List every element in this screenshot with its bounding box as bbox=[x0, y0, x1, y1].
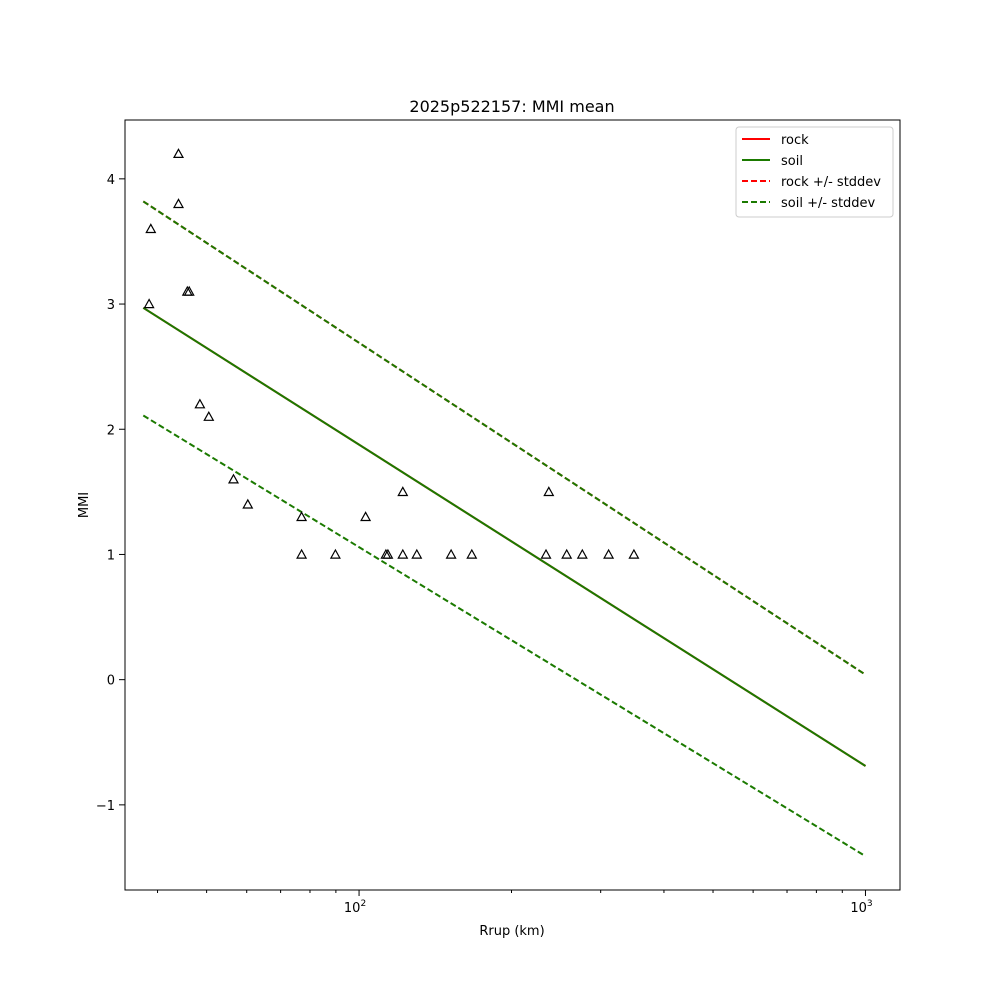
observation-point bbox=[203, 410, 215, 421]
observation-point bbox=[360, 511, 372, 522]
observation-point bbox=[397, 486, 409, 497]
observation-point bbox=[143, 298, 155, 309]
observation-point bbox=[445, 548, 457, 559]
observation-point bbox=[543, 486, 555, 497]
observation-point bbox=[172, 198, 185, 209]
observation-point bbox=[329, 548, 341, 559]
legend-frame bbox=[735, 126, 894, 218]
series-line-4 bbox=[142, 414, 867, 858]
x-axis-label: Rrup (km) bbox=[479, 924, 544, 939]
observation-point bbox=[466, 548, 478, 559]
y-tick-label: −1 bbox=[96, 799, 115, 814]
observation-point bbox=[296, 511, 308, 522]
y-tick-label: 0 bbox=[107, 674, 115, 689]
observation-point bbox=[172, 148, 185, 158]
observation-point bbox=[628, 548, 640, 559]
chart-title: 2025p522157: MMI mean bbox=[409, 97, 614, 116]
observation-point bbox=[540, 548, 552, 559]
observation-point bbox=[242, 498, 254, 509]
series-line-3 bbox=[142, 200, 867, 676]
x-tick-label: 102 bbox=[344, 899, 366, 916]
observation-point bbox=[296, 548, 308, 559]
observation-point bbox=[411, 548, 423, 559]
observation-point bbox=[145, 223, 157, 234]
observation-point bbox=[603, 548, 615, 559]
axes-frame bbox=[124, 119, 901, 891]
observation-point bbox=[194, 398, 206, 409]
y-tick-label: 2 bbox=[107, 423, 115, 438]
x-tick-label: 103 bbox=[850, 899, 872, 916]
legend-label: rock +/- stddev bbox=[781, 175, 881, 190]
y-tick-label: 4 bbox=[107, 173, 115, 188]
y-axis: −1 0 1 2 3 4 bbox=[96, 173, 125, 814]
y-axis-label: MMI bbox=[77, 492, 92, 518]
observation-point bbox=[576, 548, 588, 559]
observation-point bbox=[397, 548, 409, 559]
observation-point bbox=[183, 285, 195, 296]
plot-area bbox=[142, 148, 867, 858]
y-tick-label: 1 bbox=[107, 548, 115, 563]
observation-point bbox=[382, 548, 394, 559]
observation-point bbox=[561, 548, 573, 559]
series-line-1 bbox=[142, 306, 867, 767]
legend-label: soil bbox=[781, 154, 803, 169]
legend-label: rock bbox=[781, 133, 809, 148]
observation-point bbox=[227, 473, 240, 484]
y-tick-label: 3 bbox=[107, 298, 115, 313]
legend-label: soil +/- stddev bbox=[781, 196, 876, 211]
legend: rock soil rock +/- stddev soil +/- stddev bbox=[735, 126, 894, 218]
x-axis: 102 103 bbox=[157, 890, 873, 916]
